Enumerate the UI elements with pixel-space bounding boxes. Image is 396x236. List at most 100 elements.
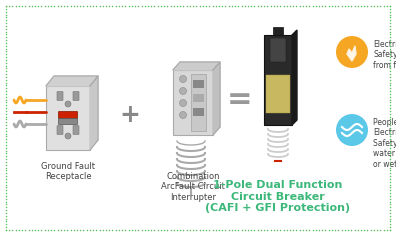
Point [219, 228, 225, 232]
Point [22, 228, 29, 232]
Point [3, 160, 9, 164]
Point [364, 228, 371, 232]
Point [387, 115, 393, 118]
Point [387, 214, 393, 218]
Point [109, 228, 116, 232]
Point [387, 185, 393, 189]
Point [48, 4, 54, 8]
Point [387, 106, 393, 110]
Point [3, 64, 9, 67]
Point [35, 4, 42, 8]
Point [387, 38, 393, 42]
Point [364, 4, 371, 8]
Point [3, 10, 9, 13]
Point [106, 4, 112, 8]
Point [3, 67, 9, 70]
Point [277, 228, 284, 232]
Point [177, 4, 183, 8]
Point [154, 228, 161, 232]
Point [64, 228, 70, 232]
FancyBboxPatch shape [193, 80, 204, 88]
Point [309, 4, 316, 8]
Point [200, 4, 206, 8]
Point [161, 4, 167, 8]
Point [387, 202, 393, 206]
Point [51, 228, 57, 232]
Point [67, 4, 74, 8]
Circle shape [179, 88, 187, 94]
Point [3, 149, 9, 152]
Point [126, 4, 132, 8]
Circle shape [179, 111, 187, 118]
Point [45, 228, 51, 232]
Point [306, 228, 312, 232]
Point [387, 55, 393, 59]
Point [251, 228, 258, 232]
Point [387, 200, 393, 203]
Point [387, 52, 393, 56]
Point [358, 4, 364, 8]
Point [164, 4, 171, 8]
Point [387, 72, 393, 76]
Point [242, 4, 248, 8]
Point [3, 47, 9, 51]
Point [387, 149, 393, 152]
Point [174, 4, 180, 8]
Point [3, 55, 9, 59]
Circle shape [179, 100, 187, 106]
Point [387, 154, 393, 158]
Point [103, 228, 109, 232]
Point [32, 4, 38, 8]
Point [293, 228, 300, 232]
Point [238, 228, 245, 232]
Point [80, 4, 87, 8]
Point [148, 4, 154, 8]
Point [3, 135, 9, 138]
Point [351, 4, 358, 8]
FancyBboxPatch shape [193, 94, 204, 102]
Point [3, 169, 9, 172]
Point [77, 228, 84, 232]
Point [387, 27, 393, 31]
FancyBboxPatch shape [173, 70, 213, 135]
Point [3, 24, 9, 28]
Point [151, 4, 158, 8]
Point [3, 163, 9, 167]
Point [387, 211, 393, 215]
Point [290, 4, 296, 8]
Point [196, 4, 203, 8]
Point [371, 228, 377, 232]
Point [84, 4, 90, 8]
Point [112, 228, 119, 232]
Point [3, 185, 9, 189]
Point [264, 228, 270, 232]
Point [342, 4, 348, 8]
Point [171, 4, 177, 8]
Point [3, 61, 9, 65]
Point [3, 69, 9, 73]
Point [132, 4, 138, 8]
Point [3, 38, 9, 42]
Point [387, 67, 393, 70]
Point [67, 228, 74, 232]
Point [387, 13, 393, 16]
Point [235, 228, 242, 232]
Point [3, 30, 9, 34]
Point [312, 228, 319, 232]
FancyBboxPatch shape [191, 74, 206, 131]
Point [3, 177, 9, 181]
Point [258, 228, 264, 232]
Point [3, 152, 9, 155]
Point [387, 132, 393, 135]
Point [206, 228, 213, 232]
Point [3, 140, 9, 144]
Point [387, 18, 393, 22]
Point [387, 101, 393, 104]
Point [348, 228, 354, 232]
Point [209, 228, 216, 232]
Point [387, 191, 393, 195]
Point [3, 106, 9, 110]
Point [222, 4, 228, 8]
Point [213, 228, 219, 232]
Point [387, 89, 393, 93]
